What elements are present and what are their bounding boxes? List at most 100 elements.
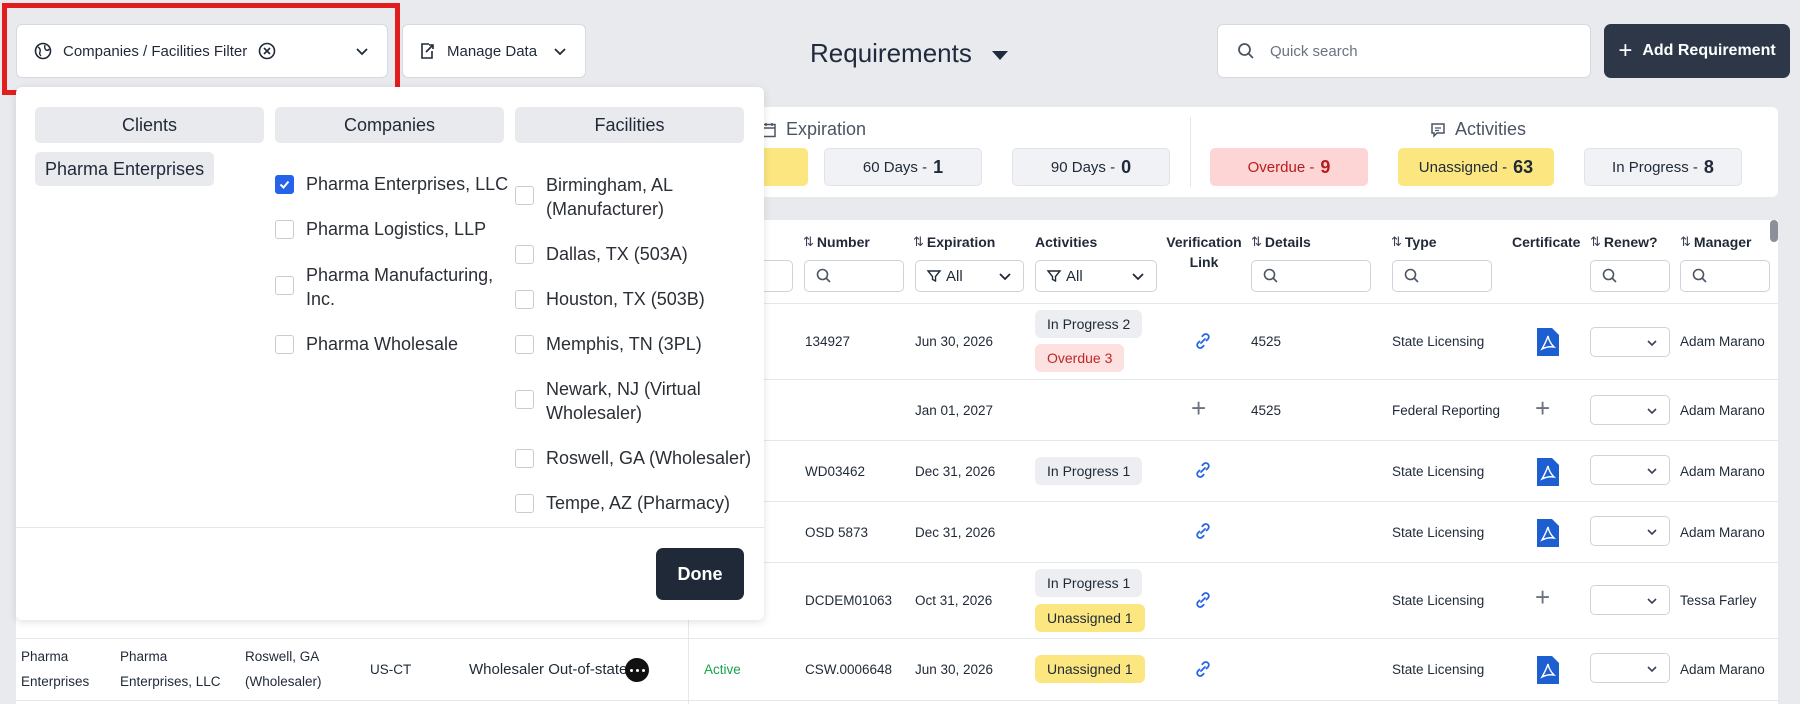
- checkbox-checked[interactable]: [275, 175, 294, 194]
- header-manager[interactable]: ⇅ Manager: [1680, 234, 1752, 250]
- link-icon[interactable]: [1193, 521, 1213, 541]
- company-option[interactable]: Pharma Manufacturing, Inc.: [275, 263, 505, 311]
- checkbox[interactable]: [275, 276, 294, 295]
- cell-type: State Licensing: [1392, 464, 1485, 479]
- checkbox[interactable]: [515, 335, 534, 354]
- chevron-down-icon: [1647, 468, 1657, 475]
- clear-filter-icon[interactable]: [257, 41, 277, 61]
- expiration-90-chip[interactable]: 90 Days -0: [1012, 148, 1170, 186]
- facility-option[interactable]: Houston, TX (503B): [515, 287, 745, 311]
- cell-type: State Licensing: [1392, 662, 1485, 677]
- checkbox[interactable]: [515, 186, 534, 205]
- cell-type: Federal Reporting: [1392, 403, 1501, 418]
- cell-facility: Roswell, GA: [245, 649, 320, 664]
- expiration-60-chip[interactable]: 60 Days -1: [824, 148, 982, 186]
- chevron-down-icon: [1647, 529, 1657, 536]
- header-renew[interactable]: ⇅ Renew?: [1590, 234, 1658, 250]
- header-type[interactable]: ⇅ Type: [1391, 234, 1437, 250]
- overdue-chip[interactable]: Overdue -9: [1210, 148, 1368, 186]
- client-option-pharma-enterprises[interactable]: Pharma Enterprises: [35, 152, 215, 186]
- renew-select[interactable]: [1590, 327, 1670, 357]
- more-options-icon[interactable]: [625, 658, 649, 682]
- manager-filter[interactable]: [1680, 260, 1770, 292]
- chevron-down-icon: [1647, 340, 1657, 347]
- pdf-icon[interactable]: [1537, 519, 1559, 547]
- checkbox[interactable]: [275, 335, 294, 354]
- link-icon[interactable]: [1193, 659, 1213, 679]
- header-expiration[interactable]: ⇅ Expiration: [913, 234, 996, 250]
- row-divider: [16, 440, 1778, 441]
- header-number[interactable]: ⇅ Number: [803, 234, 870, 250]
- cell-type: State Licensing: [1392, 525, 1485, 540]
- company-option[interactable]: Pharma Enterprises, LLC: [275, 172, 515, 196]
- facility-option[interactable]: Memphis, TN (3PL): [515, 332, 745, 356]
- chevron-down-icon: [999, 273, 1011, 281]
- facility-option[interactable]: Dallas, TX (503A): [515, 242, 745, 266]
- checkbox[interactable]: [515, 290, 534, 309]
- renew-filter[interactable]: [1590, 260, 1670, 292]
- cell-type: State Licensing: [1392, 593, 1485, 608]
- number-filter[interactable]: [804, 260, 904, 292]
- checkbox[interactable]: [515, 245, 534, 264]
- link-icon[interactable]: [1193, 331, 1213, 351]
- header-activities: Activities: [1035, 234, 1098, 250]
- renew-select[interactable]: [1590, 653, 1670, 683]
- checkbox[interactable]: [515, 449, 534, 468]
- company-option[interactable]: Pharma Logistics, LLP: [275, 217, 515, 241]
- details-filter[interactable]: [1251, 260, 1371, 292]
- activities-filter[interactable]: All: [1035, 260, 1157, 292]
- cell-facility: (Wholesaler): [245, 674, 322, 689]
- scrollbar[interactable]: [1770, 220, 1778, 242]
- facility-option[interactable]: Tempe, AZ (Pharmacy): [515, 491, 745, 515]
- facility-option[interactable]: Birmingham, AL (Manufacturer): [515, 173, 745, 221]
- renew-select[interactable]: [1590, 395, 1670, 425]
- activity-badge[interactable]: In Progress 1: [1035, 457, 1143, 485]
- page-title[interactable]: Requirements: [810, 38, 1008, 69]
- pdf-icon[interactable]: [1537, 656, 1559, 684]
- quick-search[interactable]: [1217, 24, 1591, 78]
- unassigned-chip[interactable]: Unassigned -63: [1398, 148, 1554, 186]
- done-button[interactable]: Done: [656, 548, 744, 600]
- renew-select[interactable]: [1590, 516, 1670, 546]
- cell-company: Enterprises, LLC: [120, 674, 221, 689]
- checkbox[interactable]: [515, 494, 534, 513]
- add-certificate-icon[interactable]: +: [1535, 393, 1551, 423]
- row-divider: [16, 562, 1778, 563]
- checkbox[interactable]: [275, 220, 294, 239]
- cell-client: Pharma: [21, 649, 69, 664]
- add-link-icon[interactable]: +: [1191, 393, 1207, 423]
- link-icon[interactable]: [1193, 590, 1213, 610]
- activity-badge[interactable]: Overdue 3: [1035, 344, 1125, 372]
- header-details[interactable]: ⇅ Details: [1251, 234, 1311, 250]
- company-option[interactable]: Pharma Wholesale: [275, 332, 515, 356]
- pdf-icon[interactable]: [1537, 458, 1559, 486]
- activity-badge[interactable]: In Progress 2: [1035, 310, 1143, 338]
- activity-badge[interactable]: In Progress 1: [1035, 569, 1143, 597]
- activity-badge[interactable]: Unassigned 1: [1035, 655, 1145, 683]
- link-icon[interactable]: [1193, 460, 1213, 480]
- type-filter[interactable]: [1392, 260, 1492, 292]
- cell-number: DCDEM01063: [805, 593, 893, 608]
- checkbox[interactable]: [515, 390, 534, 409]
- cell-expiration: Dec 31, 2026: [915, 525, 996, 540]
- cell-manager: Adam Marano: [1680, 464, 1765, 479]
- facility-option[interactable]: Newark, NJ (Virtual Wholesaler): [515, 377, 705, 425]
- pdf-icon[interactable]: [1537, 328, 1559, 356]
- add-requirement-button[interactable]: + Add Requirement: [1604, 24, 1790, 78]
- search-input[interactable]: [1270, 42, 1570, 60]
- renew-select[interactable]: [1590, 585, 1670, 615]
- row-divider: [16, 303, 1778, 304]
- activity-badge[interactable]: Unassigned 1: [1035, 604, 1145, 632]
- cell-expiration: Oct 31, 2026: [915, 593, 993, 608]
- in-progress-chip[interactable]: In Progress -8: [1584, 148, 1742, 186]
- cell-state: US-CT: [370, 662, 412, 677]
- facility-option[interactable]: Roswell, GA (Wholesaler): [515, 446, 755, 470]
- cell-details: 4525: [1251, 334, 1282, 349]
- globe-icon: [34, 42, 52, 60]
- cell-client: Enterprises: [21, 674, 90, 689]
- renew-select[interactable]: [1590, 455, 1670, 485]
- add-certificate-icon[interactable]: +: [1535, 582, 1551, 612]
- companies-facilities-filter-button[interactable]: Companies / Facilities Filter: [16, 24, 388, 78]
- manage-data-button[interactable]: Manage Data: [402, 24, 586, 78]
- expiration-filter[interactable]: All: [915, 260, 1024, 292]
